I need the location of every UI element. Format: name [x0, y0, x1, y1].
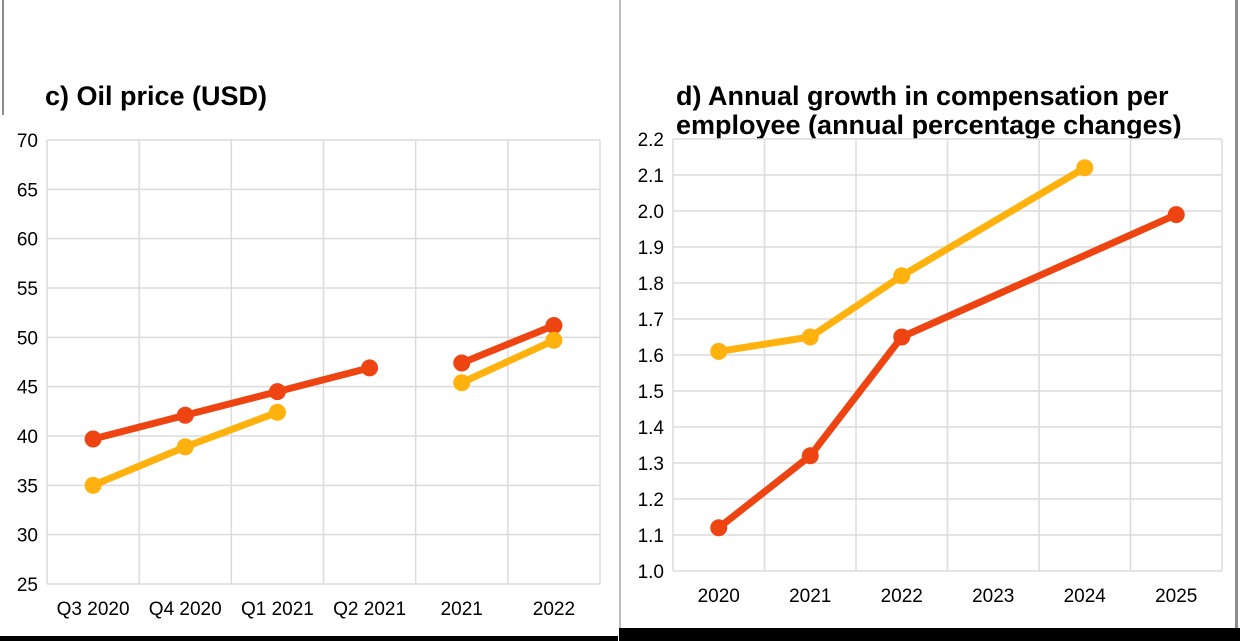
y-axis-tick-label: 1.2: [638, 490, 664, 511]
yellow-line-marker: [268, 403, 286, 421]
x-axis-tick-label: Q3 2020: [57, 599, 130, 620]
x-axis-tick-label: 2021: [789, 586, 831, 607]
y-axis-tick-label: 2.0: [638, 202, 664, 223]
y-axis-tick-label: 2.1: [638, 166, 664, 187]
yellow-line-marker: [710, 342, 728, 360]
red-line-marker: [545, 316, 563, 334]
yellow-line-marker: [893, 267, 911, 285]
y-axis-tick-label: 30: [17, 526, 38, 547]
red-line-marker: [710, 519, 728, 537]
chart-d-title-line1: d) Annual growth in compensation per: [676, 81, 1169, 111]
panel-divider-line: [619, 0, 621, 628]
red-line-marker: [1167, 206, 1185, 224]
yellow-line-marker: [1076, 159, 1094, 177]
red-line-marker: [453, 354, 471, 372]
y-axis-tick-label: 2.2: [638, 130, 664, 151]
yellow-line-marker: [453, 374, 471, 392]
red-line-marker: [84, 430, 102, 448]
y-axis-tick-label: 35: [17, 476, 38, 497]
red-line-marker: [361, 359, 379, 377]
red-line-marker: [801, 447, 819, 465]
x-axis-tick-label: 2023: [972, 586, 1014, 607]
y-axis-tick-label: 55: [17, 279, 38, 300]
x-axis-tick-label: 2024: [1064, 586, 1107, 607]
oil-price-chart: 70 65 60 55 50 45 40 35 30 25 Q3 2020 Q4 2020 Q1 202…: [17, 131, 601, 620]
y-axis-tick-label: 1.6: [638, 346, 664, 367]
right-border-line: [1235, 0, 1238, 628]
chart-c-title-line: c) Oil price (USD): [45, 81, 268, 111]
chart-d-title: d) Annual growth in compensation per emp…: [676, 82, 1182, 140]
y-axis-tick-label: 1.4: [638, 418, 665, 439]
red-line-marker: [268, 383, 286, 401]
red-line-segment: [92, 364, 371, 443]
yellow-line-marker: [545, 331, 563, 349]
top-left-border-remnant: [2, 0, 4, 115]
y-axis-tick-label: 1.7: [638, 310, 664, 331]
y-axis-tick-label: 1.0: [638, 562, 664, 583]
y-axis-tick-label: 1.9: [638, 238, 664, 259]
x-axis-tick-label: 2021: [441, 599, 483, 620]
y-axis-tick-label: 25: [17, 575, 38, 596]
x-axis-tick-label: 2022: [881, 586, 923, 607]
x-axis-tick-label: Q1 2021: [241, 599, 314, 620]
yellow-line-segment: [718, 164, 1087, 355]
red-line-marker: [893, 328, 911, 346]
x-axis-tick-label: 2025: [1155, 586, 1197, 607]
compensation-growth-chart: 2.2 2.1 2.0 1.9 1.8 1.7 1.6 1.5 1.4 1.3 1.2 1.1 1.0 2…: [638, 130, 1223, 607]
x-axis-tick-label: Q4 2020: [149, 599, 222, 620]
y-axis-tick-label: 1.8: [638, 274, 664, 295]
yellow-line-marker: [801, 328, 819, 346]
x-axis-tick-label: 2020: [698, 586, 740, 607]
x-axis-tick-label: 2022: [533, 599, 575, 620]
y-axis-tick-label: 70: [17, 131, 38, 152]
y-axis-tick-label: 45: [17, 378, 38, 399]
y-axis-tick-label: 1.3: [638, 454, 664, 475]
chart-d-title-line2: employee (annual percentage changes): [676, 110, 1182, 140]
y-axis-tick-label: 1.5: [638, 382, 664, 403]
bottom-bar-left: [0, 636, 618, 641]
bottom-bar-right: [619, 628, 1240, 641]
chart-c-title: c) Oil price (USD): [45, 82, 267, 111]
red-line-marker: [176, 406, 194, 424]
yellow-line-segment: [460, 337, 556, 386]
y-axis-tick-label: 50: [17, 328, 38, 349]
x-axis-tick-label: Q2 2021: [333, 599, 406, 620]
red-line-segment: [460, 322, 556, 367]
yellow-line-marker: [84, 476, 102, 494]
y-axis-tick-label: 40: [17, 427, 38, 448]
y-axis-tick-label: 65: [17, 180, 38, 201]
red-line-segment: [716, 211, 1178, 531]
y-axis-tick-label: 1.1: [638, 526, 664, 547]
yellow-line-marker: [176, 438, 194, 456]
y-axis-tick-label: 60: [17, 230, 38, 251]
